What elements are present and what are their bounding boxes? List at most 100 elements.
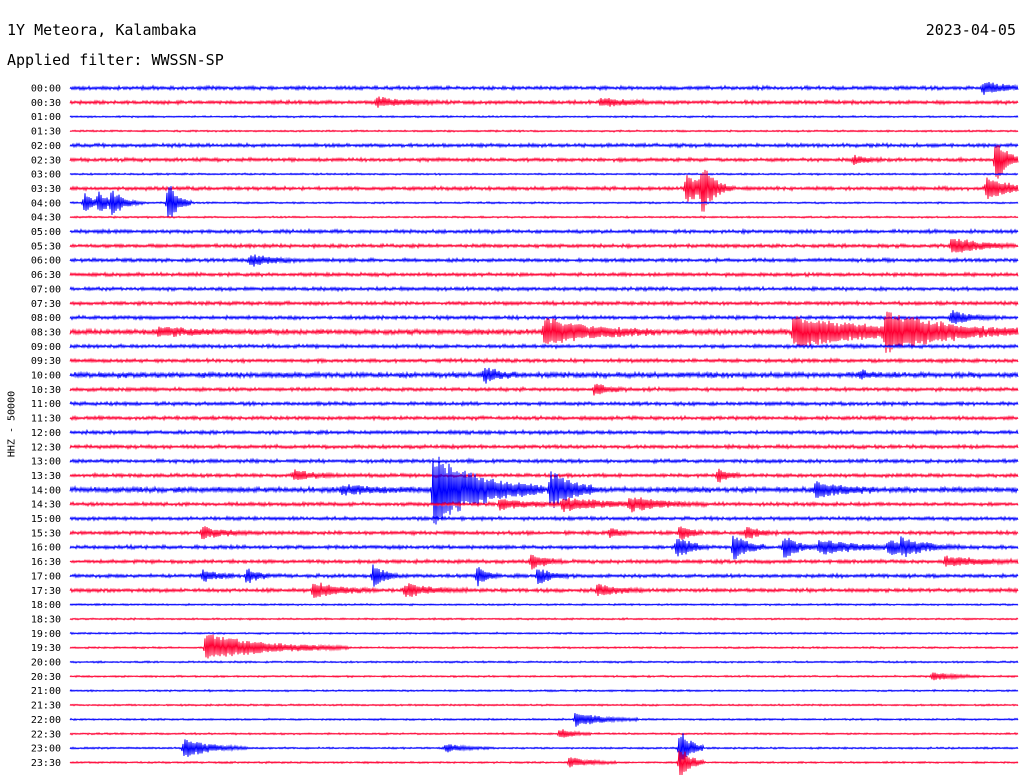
trace-row xyxy=(69,443,1019,451)
trace-row xyxy=(69,141,1019,149)
row-time-label: 21:30 xyxy=(31,701,61,712)
row-time-label: 16:30 xyxy=(31,557,61,568)
row-time-label: 20:00 xyxy=(31,658,61,669)
trace-row xyxy=(69,497,1019,513)
trace-row xyxy=(69,634,1019,659)
row-time-label: 04:30 xyxy=(31,213,61,224)
row-time-label: 08:00 xyxy=(31,313,61,324)
row-time-label: 11:30 xyxy=(31,414,61,425)
trace-row xyxy=(69,468,1019,483)
row-time-label: 02:00 xyxy=(31,141,61,152)
trace-row xyxy=(69,172,1019,177)
trace-row xyxy=(69,703,1019,707)
trace-row xyxy=(69,602,1019,607)
row-time-label: 19:30 xyxy=(31,643,61,654)
row-time-label: 07:00 xyxy=(31,284,61,295)
row-time-label: 18:00 xyxy=(31,600,61,611)
trace-row xyxy=(69,631,1019,636)
row-time-label: 09:00 xyxy=(31,342,61,353)
row-time-label: 05:30 xyxy=(31,241,61,252)
station-title: 1Y Meteora, Kalambaka xyxy=(7,21,197,39)
row-time-label: 12:30 xyxy=(31,442,61,453)
trace-row xyxy=(69,526,1019,540)
row-time-label: 03:30 xyxy=(31,184,61,195)
trace-row xyxy=(69,428,1019,436)
trace-row xyxy=(69,215,1019,220)
trace-row xyxy=(69,688,1019,693)
row-time-label: 17:30 xyxy=(31,586,61,597)
row-time-label: 23:30 xyxy=(31,758,61,769)
trace-row xyxy=(69,342,1019,350)
trace-row xyxy=(69,114,1019,119)
trace-row xyxy=(69,311,1019,353)
row-time-label: 02:30 xyxy=(31,155,61,166)
row-time-label: 10:00 xyxy=(31,371,61,382)
trace-row xyxy=(69,400,1019,408)
row-time-label: 09:30 xyxy=(31,356,61,367)
trace-row xyxy=(69,270,1019,279)
trace-row xyxy=(69,535,1019,560)
row-time-label: 05:00 xyxy=(31,227,61,238)
row-time-label: 14:00 xyxy=(31,485,61,496)
trace-row xyxy=(69,227,1019,236)
row-time-label: 15:30 xyxy=(31,528,61,539)
trace-row xyxy=(69,659,1019,664)
trace-row xyxy=(69,617,1019,621)
row-time-label: 11:00 xyxy=(31,399,61,410)
row-time-label: 13:30 xyxy=(31,471,61,482)
trace-row xyxy=(69,582,1019,598)
row-time-label: 00:00 xyxy=(31,84,61,95)
trace-row xyxy=(69,82,1019,95)
row-time-label: 08:30 xyxy=(31,327,61,338)
trace-row xyxy=(69,299,1019,307)
date-label: 2023-04-05 xyxy=(925,21,1016,39)
trace-row xyxy=(69,383,1019,396)
row-time-label: 19:00 xyxy=(31,629,61,640)
trace-row xyxy=(69,285,1019,293)
trace-row xyxy=(69,457,1019,465)
row-time-label: 03:00 xyxy=(31,170,61,181)
row-time-label: 01:00 xyxy=(31,112,61,123)
row-time-label: 06:30 xyxy=(31,270,61,281)
trace-row xyxy=(69,713,1019,727)
row-time-label: 00:30 xyxy=(31,98,61,109)
row-time-label: 01:30 xyxy=(31,127,61,138)
trace-row xyxy=(69,367,1019,384)
row-time-label: 15:00 xyxy=(31,514,61,525)
row-time-label: 21:00 xyxy=(31,686,61,697)
row-time-label: 18:30 xyxy=(31,614,61,625)
row-time-label: 14:30 xyxy=(31,500,61,511)
trace-row xyxy=(69,96,1019,108)
row-time-label: 06:00 xyxy=(31,256,61,267)
trace-row xyxy=(69,456,1019,525)
trace-row xyxy=(69,357,1019,365)
row-time-label: 17:00 xyxy=(31,571,61,582)
row-time-label: 22:00 xyxy=(31,715,61,726)
row-time-label: 16:00 xyxy=(31,543,61,554)
trace-row xyxy=(69,169,1019,212)
trace-row xyxy=(69,672,1019,681)
trace-row xyxy=(69,554,1019,570)
trace-row xyxy=(69,310,1019,324)
trace-row xyxy=(69,414,1019,422)
row-time-label: 22:30 xyxy=(31,729,61,740)
trace-row xyxy=(69,733,1019,768)
row-time-label: 20:30 xyxy=(31,672,61,683)
trace-row xyxy=(69,145,1019,179)
filter-label: Applied filter: WWSSN-SP xyxy=(7,51,224,69)
trace-row xyxy=(69,238,1019,253)
row-time-label: 04:00 xyxy=(31,198,61,209)
trace-row xyxy=(69,129,1019,133)
row-time-label: 13:00 xyxy=(31,457,61,468)
trace-row xyxy=(69,564,1019,587)
row-time-label: 07:30 xyxy=(31,299,61,310)
trace-row xyxy=(69,729,1019,738)
trace-row xyxy=(69,750,1019,776)
row-time-label: 12:00 xyxy=(31,428,61,439)
row-time-label: 10:30 xyxy=(31,385,61,396)
trace-row xyxy=(69,254,1019,267)
trace-row xyxy=(69,515,1019,523)
row-time-label: 23:00 xyxy=(31,744,61,755)
trace-row xyxy=(69,186,1019,217)
